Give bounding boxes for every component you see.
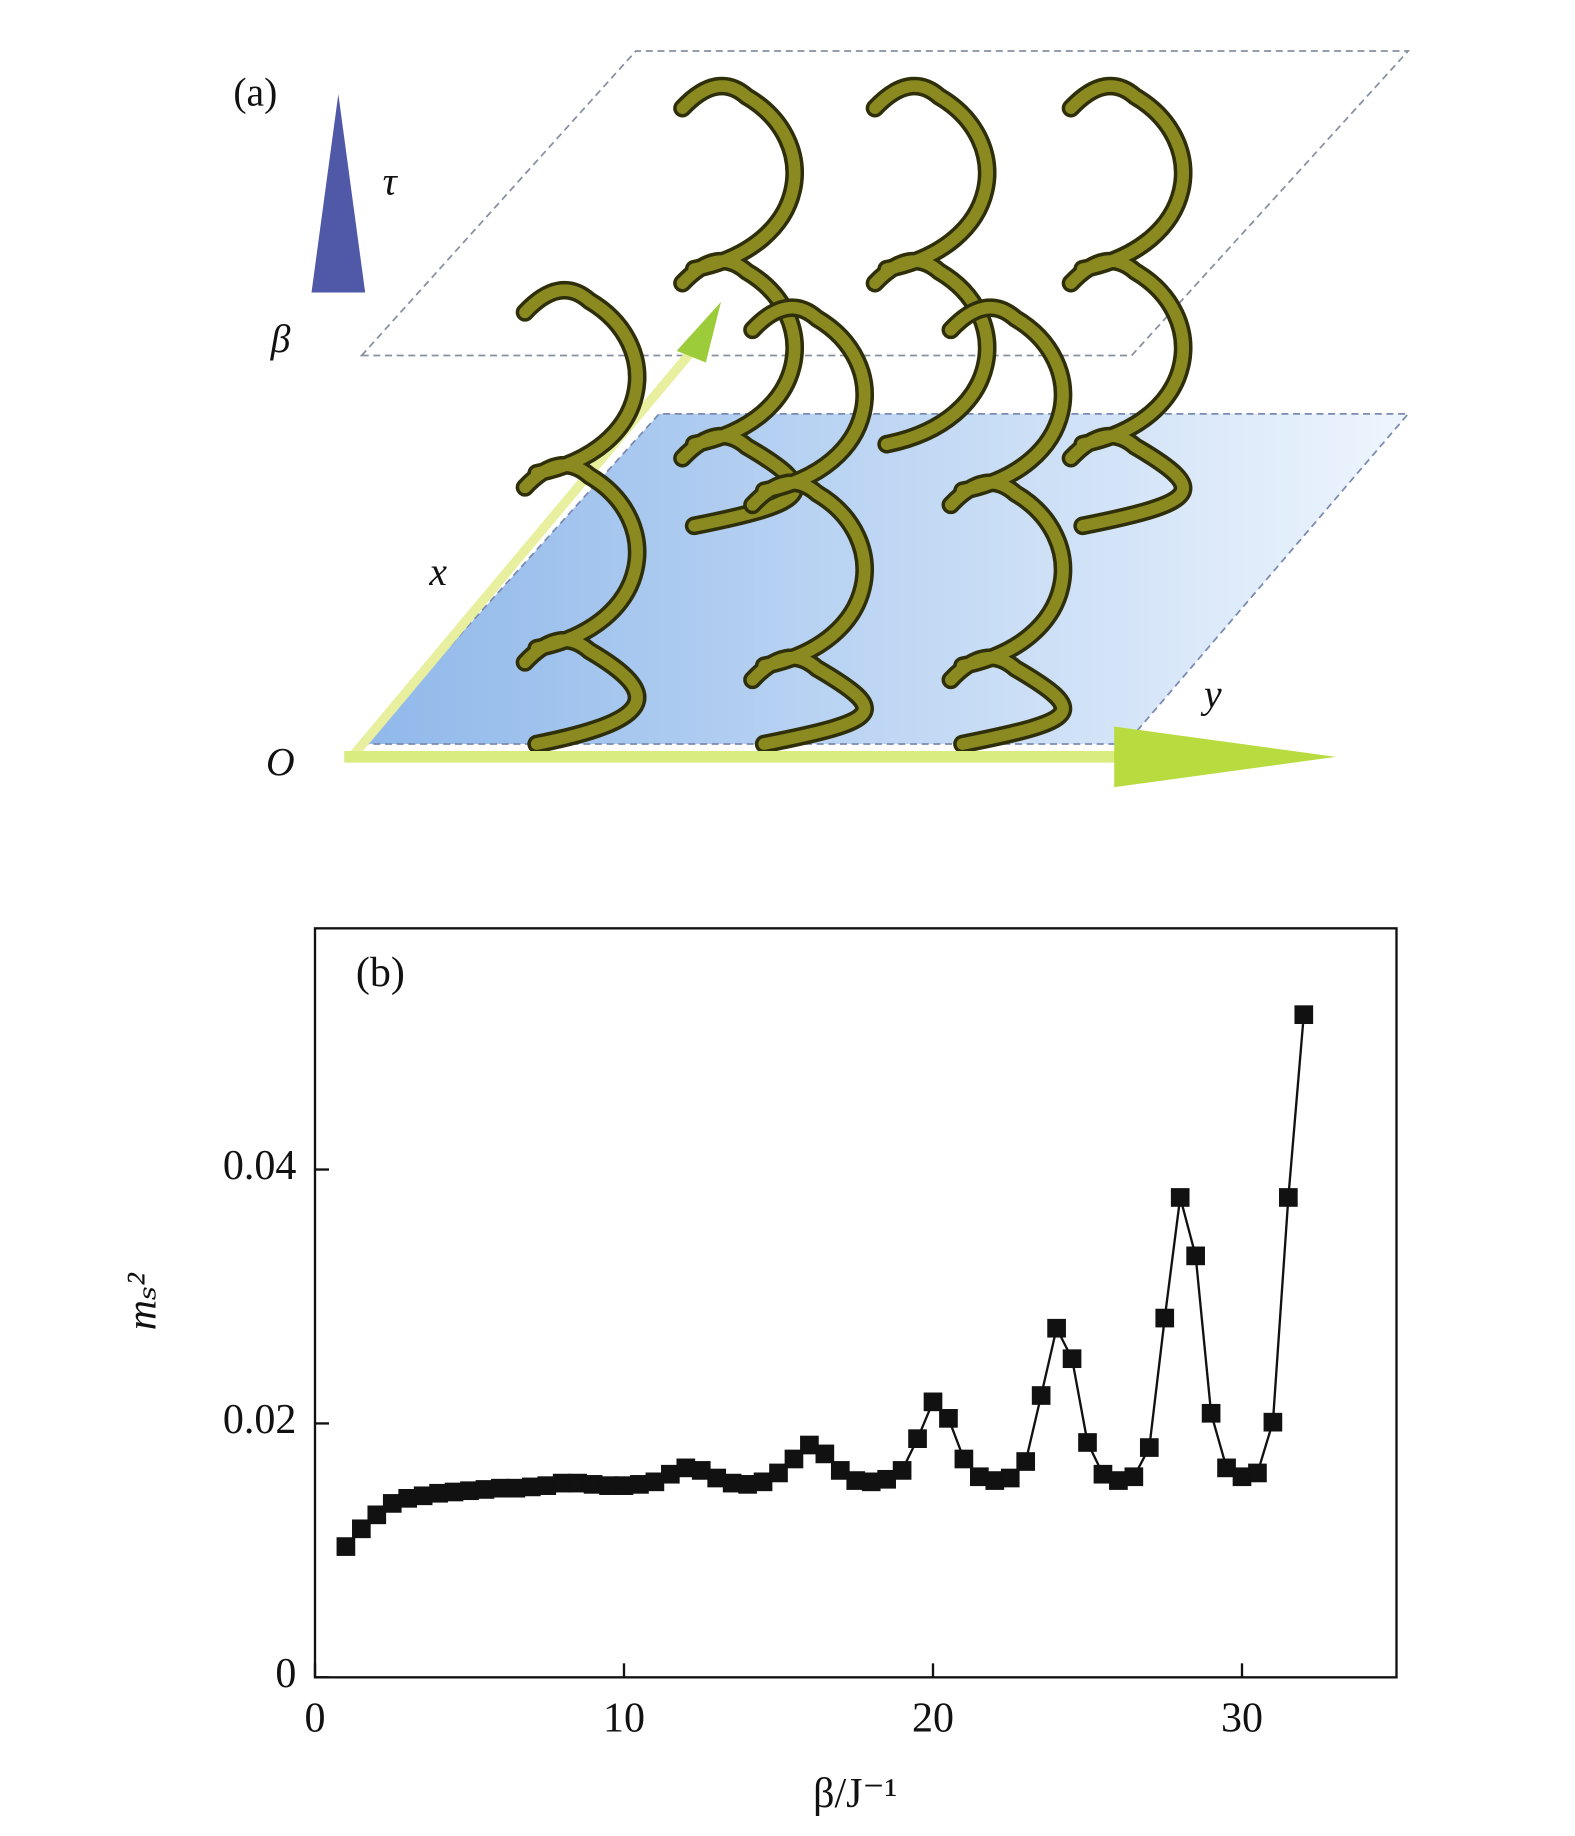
data-point <box>661 1464 680 1484</box>
data-point <box>738 1475 757 1494</box>
data-point <box>1217 1458 1236 1478</box>
data-point <box>382 1494 402 1513</box>
x-axis-arrow <box>346 338 704 763</box>
y-tick-label: 0 <box>275 1651 296 1697</box>
beta-label: β <box>270 317 291 361</box>
top-plane <box>359 50 1411 357</box>
data-point <box>923 1392 943 1412</box>
data-point <box>861 1472 881 1492</box>
data-point <box>1016 1452 1036 1471</box>
y-arrowhead <box>1114 726 1336 788</box>
data-point <box>460 1481 479 1501</box>
data-point <box>506 1478 526 1498</box>
tau-label: τ <box>383 159 399 203</box>
data-point <box>939 1409 958 1428</box>
data-point <box>1062 1349 1082 1369</box>
x-arrowhead <box>676 301 721 363</box>
data-point <box>645 1472 665 1492</box>
data-point <box>491 1478 510 1498</box>
data-point <box>691 1461 711 1480</box>
data-point <box>1263 1412 1283 1432</box>
helix <box>945 301 1069 750</box>
y-tick-label: 0.02 <box>223 1397 297 1443</box>
y-tick-label: 0.04 <box>223 1143 297 1189</box>
data-point <box>1155 1308 1175 1328</box>
data-point <box>614 1476 634 1495</box>
data-point <box>954 1449 974 1469</box>
helix <box>746 301 871 750</box>
data-point <box>676 1458 696 1478</box>
data-point <box>429 1483 448 1503</box>
data-point <box>830 1461 850 1480</box>
data-point <box>1186 1246 1205 1266</box>
x-label: x <box>428 550 447 594</box>
data-point <box>1109 1471 1128 1490</box>
data-point <box>1139 1438 1159 1457</box>
data-point <box>1170 1188 1190 1207</box>
data-point <box>722 1473 742 1493</box>
x-tick-label: 0 <box>305 1695 326 1741</box>
data-point <box>599 1476 618 1495</box>
data-point <box>769 1463 788 1483</box>
data-point <box>352 1519 371 1539</box>
data-point <box>1294 1005 1314 1024</box>
data-point <box>537 1476 557 1495</box>
data-point <box>1279 1188 1298 1207</box>
data-point <box>568 1473 587 1493</box>
data-point <box>1248 1463 1267 1483</box>
x-tick-label: 20 <box>912 1695 954 1741</box>
data-point <box>444 1482 464 1502</box>
panel-label: (b) <box>356 950 405 996</box>
x-axis-title: β/J⁻¹ <box>813 1771 897 1817</box>
data-point <box>336 1537 356 1556</box>
helices <box>515 76 1193 754</box>
data-point <box>1124 1467 1144 1487</box>
data-point <box>475 1480 495 1499</box>
data-point <box>1000 1468 1020 1488</box>
data-point <box>784 1449 804 1469</box>
data-point <box>413 1486 433 1506</box>
plot-frame <box>313 927 1398 1679</box>
data-point <box>583 1475 603 1494</box>
data-point <box>892 1461 912 1480</box>
data-point <box>800 1435 819 1455</box>
data-point <box>707 1468 727 1488</box>
bottom-plane <box>359 412 1411 745</box>
data-point <box>970 1467 989 1487</box>
data-point <box>398 1489 418 1508</box>
tau-arrowhead <box>311 94 366 293</box>
data-point <box>630 1475 649 1494</box>
data-point <box>753 1472 773 1492</box>
data-point <box>521 1477 541 1497</box>
series-line <box>345 1014 1305 1548</box>
y-label: y <box>1200 673 1222 717</box>
data-point <box>1031 1386 1051 1405</box>
data-point <box>815 1444 835 1464</box>
data-point <box>908 1429 927 1449</box>
data-point <box>1201 1403 1221 1423</box>
helix <box>676 80 801 532</box>
helix <box>869 80 993 450</box>
panel-label: (a) <box>233 71 277 115</box>
x-tick-label: 30 <box>1221 1695 1263 1741</box>
helix <box>1065 80 1189 532</box>
data-point <box>985 1471 1005 1490</box>
y-axis-title: mₛ² <box>119 1272 165 1330</box>
data-point <box>552 1473 572 1493</box>
chart: (b) β/J⁻¹ mₛ² 0 10 20 30 0 0.02 0.04 <box>119 927 1398 1817</box>
data-point <box>367 1505 387 1525</box>
diagram: (a) τ β x y O <box>233 50 1411 788</box>
data-point <box>1093 1464 1113 1484</box>
data-point <box>1047 1318 1066 1338</box>
data-point <box>1232 1467 1252 1487</box>
origin-label: O <box>266 740 295 784</box>
data-point <box>1078 1433 1097 1452</box>
helix <box>519 284 643 750</box>
data-point <box>846 1471 866 1490</box>
x-tick-label: 10 <box>603 1695 645 1741</box>
data-point <box>877 1469 896 1489</box>
